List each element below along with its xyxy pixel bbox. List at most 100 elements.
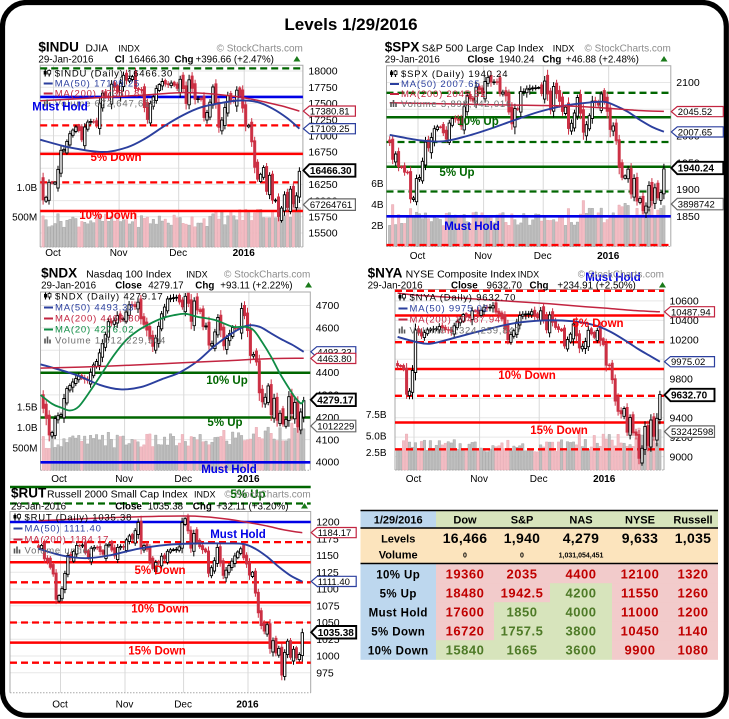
svg-text:1.5B: 1.5B <box>17 402 38 413</box>
svg-text:53242598: 53242598 <box>671 427 713 438</box>
svg-text:Close: Close <box>115 502 142 513</box>
svg-text:5% Up: 5% Up <box>230 489 265 501</box>
svg-text:29-Jan-2016: 29-Jan-2016 <box>368 281 424 292</box>
svg-text:Oct: Oct <box>51 474 67 485</box>
svg-text:12100: 12100 <box>621 567 660 582</box>
svg-text:$INDU: $INDU <box>38 40 79 55</box>
svg-text:9632.70: 9632.70 <box>671 391 708 402</box>
svg-text:Chg: Chg <box>542 55 561 66</box>
svg-text:6B: 6B <box>371 179 384 190</box>
svg-text:Dec: Dec <box>530 474 548 485</box>
svg-text:3898742: 3898742 <box>678 200 715 211</box>
svg-text:4B: 4B <box>371 200 384 211</box>
svg-text:67264761: 67264761 <box>310 200 352 211</box>
svg-text:16720: 16720 <box>446 624 485 639</box>
svg-text:10200: 10200 <box>670 335 699 347</box>
svg-text:$NDX (Daily) 4279.17: $NDX (Daily) 4279.17 <box>55 292 163 303</box>
svg-text:INDX: INDX <box>194 490 216 500</box>
svg-text:$INDU (Daily) 16466.30: $INDU (Daily) 16466.30 <box>55 69 173 80</box>
svg-text:4200: 4200 <box>566 586 597 601</box>
svg-text:15500: 15500 <box>308 228 337 240</box>
svg-text:Oct: Oct <box>52 700 68 711</box>
svg-text:4700: 4700 <box>316 300 340 312</box>
svg-text:10% Down: 10% Down <box>498 370 556 382</box>
svg-text:Chg: Chg <box>175 55 194 66</box>
svg-text:29-Jan-2016: 29-Jan-2016 <box>385 55 441 66</box>
svg-text:Dec: Dec <box>174 700 192 711</box>
svg-text:1320: 1320 <box>678 567 709 582</box>
svg-text:10% Up: 10% Up <box>457 116 499 128</box>
svg-text:Chg: Chg <box>193 502 212 513</box>
svg-text:© StockCharts.com: © StockCharts.com <box>224 270 310 281</box>
svg-text:2016: 2016 <box>237 474 260 485</box>
svg-text:Dec: Dec <box>174 474 192 485</box>
svg-text:Cl: Cl <box>115 55 125 66</box>
svg-text:MA(20) 4276.02: MA(20) 4276.02 <box>55 325 134 336</box>
svg-text:4000: 4000 <box>316 457 340 469</box>
svg-text:INDX: INDX <box>186 270 208 280</box>
svg-text:15840: 15840 <box>446 643 485 658</box>
svg-text:2035: 2035 <box>507 567 538 582</box>
svg-text:15% Down: 15% Down <box>530 425 588 437</box>
svg-text:1012229: 1012229 <box>317 422 354 433</box>
svg-text:1942.5: 1942.5 <box>501 586 544 601</box>
svg-text:29-Jan-2016: 29-Jan-2016 <box>41 281 97 292</box>
svg-text:MA(50) 1111.40: MA(50) 1111.40 <box>25 524 102 535</box>
svg-text:Volume 1,012,229,504: Volume 1,012,229,504 <box>55 336 166 347</box>
svg-text:500M: 500M <box>12 212 37 223</box>
svg-text:1/29/2016: 1/29/2016 <box>374 515 423 527</box>
svg-text:2016: 2016 <box>597 251 620 262</box>
svg-text:$NDX: $NDX <box>41 266 77 281</box>
svg-text:1900: 1900 <box>676 184 700 196</box>
svg-text:4000: 4000 <box>566 605 597 620</box>
svg-text:NYSE Composite Index: NYSE Composite Index <box>406 269 517 281</box>
svg-text:Nov: Nov <box>115 474 133 485</box>
svg-text:11000: 11000 <box>621 605 659 620</box>
svg-text:S&P 500 Large Cap Index: S&P 500 Large Cap Index <box>422 43 545 55</box>
svg-text:5% Down: 5% Down <box>572 318 623 330</box>
svg-text:$NYA (Daily) 9632.70: $NYA (Daily) 9632.70 <box>410 293 517 304</box>
svg-text:16250: 16250 <box>308 179 337 191</box>
svg-text:4100: 4100 <box>316 434 340 446</box>
svg-text:Russell 2000 Small Cap Index: Russell 2000 Small Cap Index <box>47 489 188 501</box>
svg-text:2100: 2100 <box>676 77 700 89</box>
svg-text:4600: 4600 <box>316 323 340 335</box>
svg-text:+396.66 (+2.47%): +396.66 (+2.47%) <box>196 55 274 66</box>
svg-text:Volume 672,647,616: Volume 672,647,616 <box>55 99 157 110</box>
svg-text:9975.02: 9975.02 <box>671 357 705 368</box>
svg-text:+46.88 (+2.48%): +46.88 (+2.48%) <box>566 55 639 66</box>
svg-text:+32.11 (+3.20%): +32.11 (+3.20%) <box>216 502 288 513</box>
svg-text:16,466: 16,466 <box>443 530 488 546</box>
svg-text:Close: Close <box>468 55 495 66</box>
svg-text:9632.70: 9632.70 <box>487 281 523 292</box>
svg-text:Volume undef: Volume undef <box>25 546 93 557</box>
svg-text:29-Jan-2016: 29-Jan-2016 <box>11 502 67 513</box>
svg-text:Volume: Volume <box>379 550 418 562</box>
svg-text:MA(50) 17109.25: MA(50) 17109.25 <box>55 79 140 90</box>
svg-text:$RUT (Daily) 1035.38: $RUT (Daily) 1035.38 <box>25 513 133 524</box>
svg-text:1140: 1140 <box>678 624 708 639</box>
svg-text:4,279: 4,279 <box>563 530 600 546</box>
svg-text:17750: 17750 <box>308 82 337 94</box>
svg-text:S&P: S&P <box>511 515 534 527</box>
svg-text:+234.91 (+2.50%): +234.91 (+2.50%) <box>557 281 635 292</box>
svg-text:17380.81: 17380.81 <box>310 107 350 118</box>
svg-text:Must Hold: Must Hold <box>369 608 428 620</box>
svg-text:1075: 1075 <box>316 601 340 613</box>
svg-text:MA(200) 4463.80: MA(200) 4463.80 <box>55 314 140 325</box>
svg-text:4400: 4400 <box>316 367 340 379</box>
svg-text:5% Up: 5% Up <box>380 589 417 601</box>
svg-text:MA(200) 10487.94: MA(200) 10487.94 <box>410 315 502 326</box>
svg-text:Nov: Nov <box>116 700 134 711</box>
svg-text:INDX: INDX <box>118 44 140 54</box>
svg-text:DJIA: DJIA <box>85 43 108 55</box>
svg-text:MA(200) 2045.52: MA(200) 2045.52 <box>401 89 486 100</box>
svg-text:1,940: 1,940 <box>504 530 541 546</box>
svg-text:9900: 9900 <box>625 643 656 658</box>
svg-text:INDX: INDX <box>518 270 540 280</box>
svg-text:4400: 4400 <box>566 567 597 582</box>
svg-text:9400: 9400 <box>670 412 694 424</box>
svg-text:© StockCharts.com: © StockCharts.com <box>578 270 664 281</box>
svg-text:5% Up: 5% Up <box>207 417 242 429</box>
svg-text:Oct: Oct <box>45 248 61 259</box>
